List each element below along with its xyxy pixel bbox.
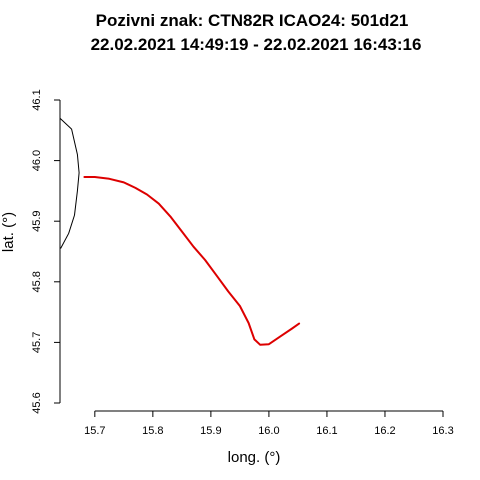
y-tick-label: 45.9 bbox=[31, 210, 43, 231]
x-tick-label: 16.2 bbox=[374, 425, 395, 437]
x-axis-label: long. (°) bbox=[228, 449, 281, 466]
x-axis: 15.7 15.8 15.9 16.0 16.1 16.2 16.3 bbox=[84, 410, 454, 437]
x-tick-label: 15.9 bbox=[200, 425, 221, 437]
y-tick-label: 45.8 bbox=[31, 271, 43, 292]
y-tick-label: 46.1 bbox=[31, 89, 43, 110]
x-tick-label: 15.7 bbox=[84, 425, 105, 437]
flight-track-line bbox=[83, 176, 301, 346]
chart-title-line-1: Pozivni znak: CTN82R ICAO24: 501d21 bbox=[96, 11, 409, 30]
y-tick-label: 46.0 bbox=[31, 150, 43, 171]
border-line bbox=[59, 117, 80, 249]
y-axis: 45.6 45.7 45.8 45.9 46.0 46.1 bbox=[31, 89, 61, 414]
x-tick-label: 16.3 bbox=[432, 425, 453, 437]
chart-title-line-2: 22.02.2021 14:49:19 - 22.02.2021 16:43:1… bbox=[91, 35, 422, 54]
x-tick-label: 16.0 bbox=[258, 425, 279, 437]
plot-area bbox=[59, 117, 301, 346]
x-tick-label: 16.1 bbox=[316, 425, 337, 437]
y-tick-label: 45.7 bbox=[31, 332, 43, 353]
y-tick-label: 45.6 bbox=[31, 392, 43, 413]
y-axis-label: lat. (°) bbox=[0, 212, 17, 252]
x-tick-label: 15.8 bbox=[142, 425, 163, 437]
